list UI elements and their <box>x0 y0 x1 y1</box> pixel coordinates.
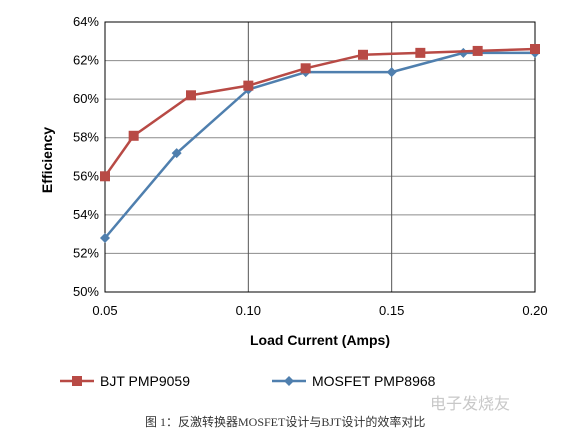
data-point <box>186 90 196 101</box>
series-line <box>104 51 535 239</box>
data-point <box>386 67 397 78</box>
series-bjt-pmp9059 <box>100 44 540 182</box>
x-tick-label: 0.10 <box>236 303 261 318</box>
legend-item: MOSFET PMP8968 <box>272 373 436 389</box>
series-line <box>103 47 536 178</box>
data-point <box>458 47 469 58</box>
x-tick-label: 0.05 <box>92 303 117 318</box>
legend: BJT PMP9059 MOSFET PMP8968 <box>60 373 436 389</box>
x-tick-label: 0.20 <box>522 303 547 318</box>
plot-area-frame <box>104 21 536 293</box>
data-point <box>415 47 426 58</box>
data-point <box>530 44 540 54</box>
chart-grid <box>104 21 536 293</box>
watermark-text: 电子发烧友 <box>430 394 510 413</box>
x-axis-title: Load Current (Amps) <box>250 332 390 348</box>
legend-label: BJT PMP9059 <box>100 373 190 389</box>
data-point <box>128 130 139 141</box>
x-axis-ticks: 0.05 0.10 0.15 0.20 <box>92 303 547 318</box>
data-point <box>100 233 110 243</box>
y-tick-label: 52% <box>73 245 99 260</box>
y-tick-label: 56% <box>73 168 99 183</box>
data-point <box>100 171 110 182</box>
y-tick-label: 58% <box>73 130 99 145</box>
data-point <box>171 148 182 159</box>
data-point <box>243 80 254 91</box>
y-tick-label: 64% <box>73 14 99 29</box>
data-point <box>300 63 311 74</box>
series-layer <box>100 44 540 243</box>
series-mosfet-pmp8968 <box>100 47 540 243</box>
x-tick-label: 0.15 <box>379 303 404 318</box>
legend-marker <box>72 376 82 386</box>
data-point <box>358 49 368 60</box>
legend-item: BJT PMP9059 <box>60 373 190 389</box>
legend-label: MOSFET PMP8968 <box>312 373 436 389</box>
data-point <box>472 45 483 56</box>
y-tick-label: 62% <box>73 53 99 68</box>
y-tick-label: 60% <box>73 91 99 106</box>
y-axis-title: Efficiency <box>39 127 55 193</box>
y-tick-label: 54% <box>73 207 99 222</box>
y-axis-ticks: 50% 52% 54% 56% 58% 60% 62% 64% <box>73 14 99 299</box>
y-tick-label: 50% <box>73 284 99 299</box>
figure-caption: 图 1：反激转换器MOSFET设计与BJT设计的效率对比 <box>145 414 425 429</box>
legend-marker <box>284 376 294 386</box>
